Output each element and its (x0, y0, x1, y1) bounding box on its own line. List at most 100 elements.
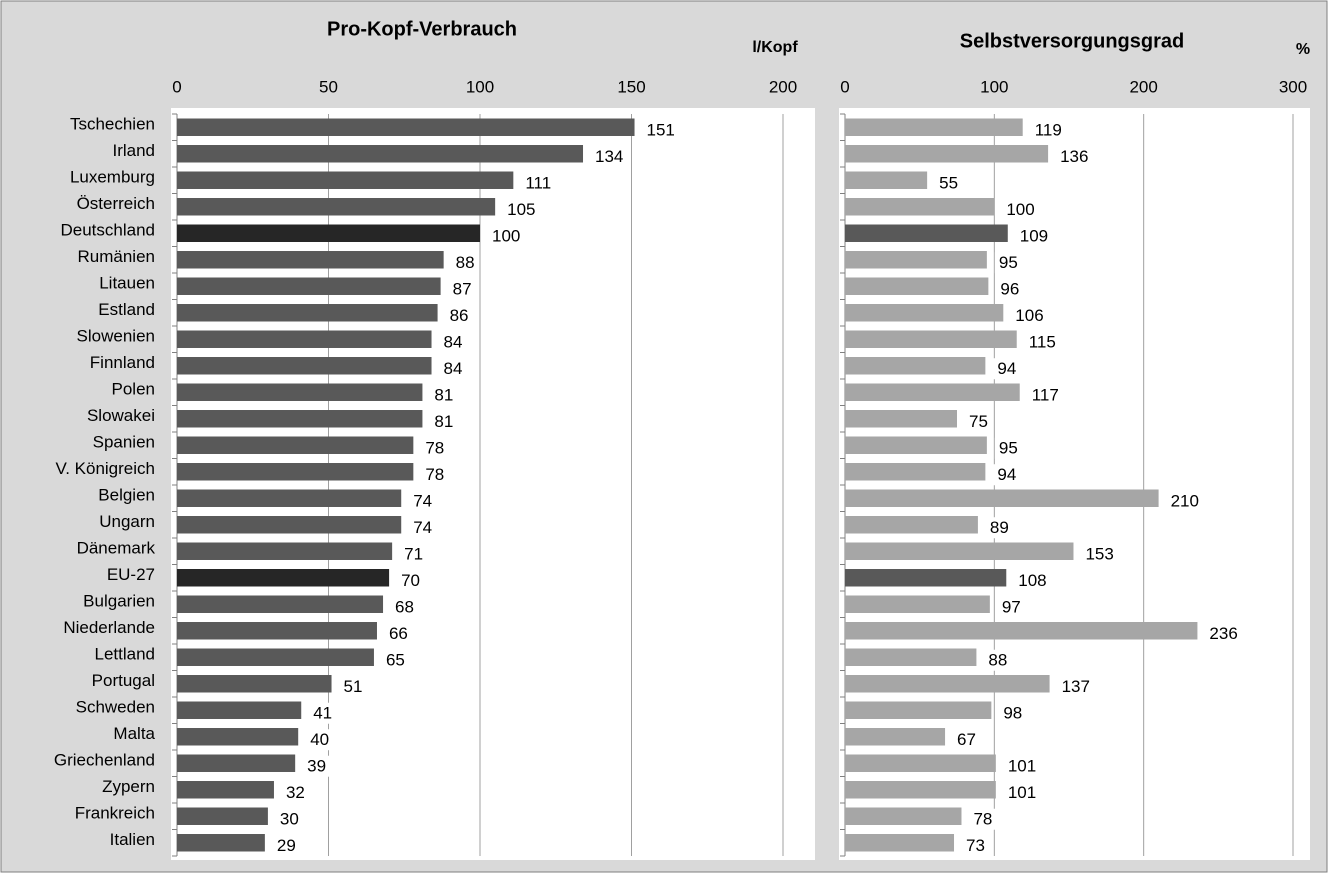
bar (845, 463, 986, 481)
bar (177, 357, 432, 375)
data-label-bg (965, 411, 992, 433)
data-label: 108 (1018, 571, 1046, 590)
data-label: 117 (1032, 386, 1059, 405)
y-tick-label: Schweden (76, 698, 155, 717)
data-label: 153 (1085, 545, 1113, 564)
bar (845, 224, 1008, 242)
y-tick-label: V. Königreich (55, 459, 155, 478)
plot-area (839, 108, 1310, 860)
data-label-bg (281, 782, 309, 804)
bar (177, 807, 268, 825)
data-label: 210 (1171, 492, 1199, 511)
data-label-bg (409, 517, 437, 539)
y-tick-label: Finnland (90, 353, 155, 372)
data-label: 88 (456, 253, 475, 272)
data-label: 115 (1029, 333, 1056, 352)
bar (177, 463, 414, 481)
data-label-bg (1003, 755, 1041, 777)
data-label: 74 (413, 518, 432, 537)
data-label: 70 (401, 571, 420, 590)
data-label-bg (642, 119, 679, 141)
y-tick-label: Dänemark (77, 539, 156, 558)
bar (177, 277, 441, 295)
y-tick-label: Litauen (99, 274, 155, 293)
data-label-bg (275, 808, 303, 830)
data-label-bg (409, 490, 437, 512)
data-label-bg (1081, 543, 1118, 565)
data-label: 101 (1008, 757, 1036, 776)
bar (177, 834, 265, 852)
bar (177, 224, 480, 242)
data-label-bg (993, 464, 1021, 486)
y-tick-label: Tschechien (70, 115, 155, 134)
x-tick-label: 300 (1279, 77, 1307, 96)
data-label: 66 (389, 624, 408, 643)
data-label-bg (993, 358, 1021, 380)
y-tick-label: Belgien (98, 486, 155, 505)
data-label: 100 (1006, 200, 1034, 219)
data-label-bg (521, 172, 556, 194)
y-tick-label: Estland (98, 300, 155, 319)
data-label-bg (1014, 570, 1051, 592)
data-label: 97 (1002, 598, 1021, 617)
unit-label: % (1296, 41, 1310, 58)
y-tick-label: Polen (112, 380, 155, 399)
data-label-bg (1024, 331, 1060, 353)
x-tick-label: 100 (980, 77, 1008, 96)
y-tick-label: Slowenien (77, 327, 155, 346)
data-label-bg (339, 676, 367, 698)
bar (177, 675, 332, 693)
x-tick-label: 100 (466, 77, 494, 96)
data-label-bg (1030, 119, 1066, 141)
data-label: 105 (507, 200, 535, 219)
bar (845, 383, 1020, 401)
data-label: 68 (395, 598, 414, 617)
data-label: 94 (997, 359, 1016, 378)
bar (177, 330, 432, 348)
bar (845, 569, 1007, 587)
bar (177, 754, 296, 772)
y-tick-label: Frankreich (75, 804, 155, 823)
data-label: 96 (1000, 280, 1019, 299)
data-label-bg (451, 252, 479, 274)
data-label-bg (1205, 623, 1242, 645)
y-tick-label: Zypern (102, 777, 155, 796)
bar (845, 834, 955, 852)
data-label-bg (391, 596, 418, 618)
chart-title: Selbstversorgungsgrad (960, 30, 1185, 52)
data-label-bg (400, 543, 428, 565)
bar (845, 171, 928, 189)
bar (845, 675, 1050, 693)
data-label: 73 (966, 836, 985, 855)
data-label-bg (962, 835, 989, 857)
y-tick-label: Lettland (95, 645, 156, 664)
y-tick-label: Rumänien (78, 247, 156, 266)
x-tick-label: 200 (769, 77, 797, 96)
bar (845, 754, 996, 772)
data-label-bg (430, 384, 458, 406)
y-tick-label: Malta (113, 724, 155, 743)
data-label: 109 (1020, 227, 1048, 246)
data-label-bg (430, 411, 458, 433)
bar (177, 383, 423, 401)
data-label: 51 (344, 677, 363, 696)
bar (177, 410, 423, 428)
bar (177, 728, 299, 746)
bar (845, 489, 1159, 507)
plot-area (171, 108, 815, 860)
bar (845, 145, 1049, 163)
data-label: 84 (444, 359, 463, 378)
bar (845, 542, 1074, 560)
data-label-bg (421, 464, 449, 486)
bar (845, 728, 946, 746)
y-tick-label: Niederlande (63, 618, 155, 637)
bar (845, 330, 1017, 348)
data-label-bg (1057, 676, 1094, 698)
x-tick-label: 50 (319, 77, 338, 96)
bar (177, 304, 438, 322)
data-label: 74 (413, 492, 432, 511)
bar (177, 516, 402, 534)
data-label: 39 (307, 757, 326, 776)
data-label: 136 (1060, 147, 1088, 166)
